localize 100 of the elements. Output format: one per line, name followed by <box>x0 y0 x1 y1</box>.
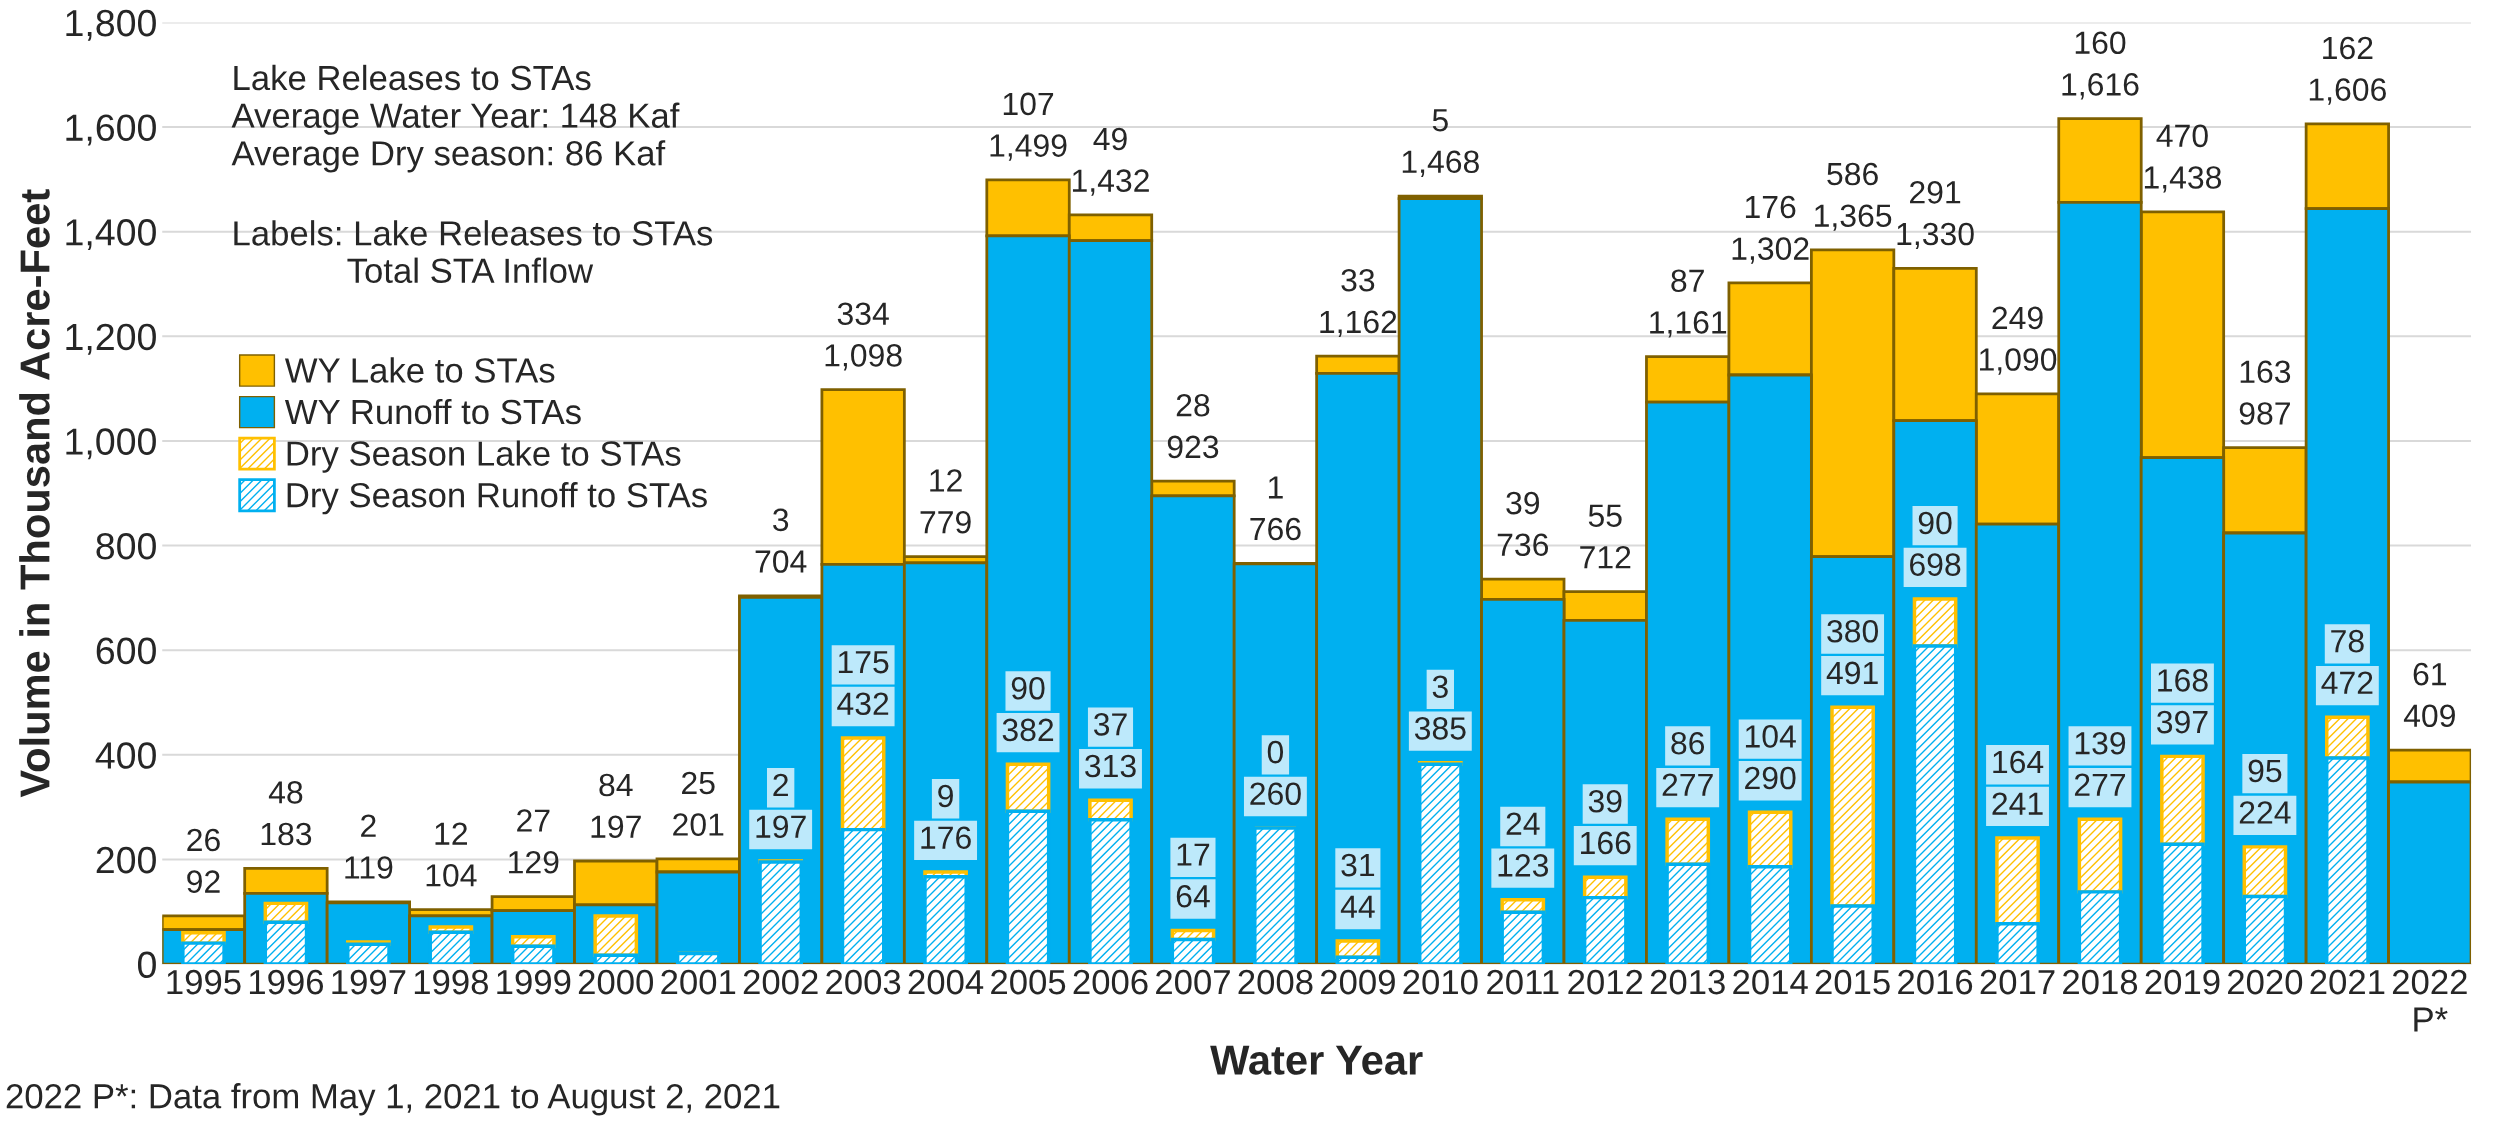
annotation: Average Dry season: 86 Kaf <box>231 140 666 173</box>
annotation: 712 <box>1580 545 1631 569</box>
legend-label: WY Lake to STAs <box>284 357 555 383</box>
annotation: 1,438 <box>2144 166 2222 193</box>
data-label: 586 <box>1827 162 1878 186</box>
y-tick-label: 1,600 <box>66 114 156 146</box>
annotation: 923 <box>1167 435 1219 459</box>
annotation: Average Water Year: 148 Kaf <box>231 102 680 135</box>
annotation: 1,499 <box>990 134 1067 161</box>
annotation: 397 <box>2157 710 2208 734</box>
annotation: 1,606 <box>2309 78 2386 105</box>
y-tick-label: 1,400 <box>66 219 156 251</box>
annotation: 1,330 <box>1897 222 1974 250</box>
annotation: 104 <box>426 864 477 887</box>
data-label: 39 <box>1506 491 1540 515</box>
x-tick-label: 1995 <box>167 969 241 995</box>
x-tick-label: 2010 <box>1403 969 1478 995</box>
annotation: 1,098 <box>825 344 902 371</box>
annotation: 1,468 <box>1402 150 1479 177</box>
annotation: 201 <box>673 813 724 836</box>
x-tick-label: 2004 <box>908 969 984 995</box>
annotation: 166 <box>1581 831 1631 855</box>
x-tick-label: 2014 <box>1733 969 1808 995</box>
x-tick-label: 2009 <box>1321 969 1395 995</box>
annotation: 704 <box>755 550 807 573</box>
data-label: 291 <box>1910 181 1961 204</box>
annotation: 197 <box>591 815 641 839</box>
annotation: 241 <box>1992 792 2043 815</box>
annotation: 123 <box>1498 854 1549 877</box>
data-label: 24 <box>1506 812 1540 835</box>
annotation: 1,432 <box>1072 169 1149 196</box>
annotation: 277 <box>2074 773 2126 796</box>
annotation: Labels: Lake Releases to STAs Total STA Inflow <box>234 220 713 284</box>
y-tick-label: 1,800 <box>66 9 156 41</box>
annotation: 260 <box>1250 782 1301 806</box>
annotation: 432 <box>837 692 889 716</box>
x-tick-label: 2002 <box>743 969 818 995</box>
annotation: 290 <box>1745 766 1796 790</box>
annotation: 698 <box>1910 553 1961 576</box>
annotation: 176 <box>921 826 971 850</box>
annotation: 779 <box>920 510 971 534</box>
x-tick-label: 2006 <box>1073 969 1148 995</box>
x-tick-label: 1997 <box>332 969 406 995</box>
x-tick-label: 2022 P* <box>2392 969 2467 1032</box>
data-label: 17 <box>1177 843 1210 866</box>
y-tick-label: 1,000 <box>66 428 156 460</box>
annotation: 1,161 <box>1650 311 1727 338</box>
data-label: 3 <box>773 508 789 532</box>
legend-label: Dry Season Lake to STAs <box>287 440 681 473</box>
annotation: 1,616 <box>2062 73 2139 100</box>
data-label: 26 <box>187 828 220 852</box>
annotation: 129 <box>509 850 559 874</box>
text: 2022 P*: Data from May 1, 2021 to August 2, 2021 <box>6 1083 780 1116</box>
y-tick-label: 400 <box>95 742 156 769</box>
data-label: 9 <box>938 784 953 808</box>
data-label: 334 <box>837 302 889 326</box>
data-label: 28 <box>1176 393 1210 417</box>
annotation: 766 <box>1250 517 1301 541</box>
data-label: 84 <box>599 773 633 797</box>
annotation: 1,302 <box>1732 237 1809 264</box>
x-tick-label: 2018 <box>2063 969 2138 995</box>
data-label: 104 <box>1745 725 1796 748</box>
annotation: 1,090 <box>1980 348 2057 375</box>
data-label: 48 <box>268 781 303 804</box>
annotation: 183 <box>261 822 312 846</box>
x-tick-label: 2019 <box>2145 969 2220 995</box>
y-tick-label: 0 <box>137 951 156 979</box>
data-label: 78 <box>2331 629 2364 653</box>
data-label: 5 <box>1432 109 1448 132</box>
x-tick-label: 2000 <box>578 969 654 995</box>
data-label: 87 <box>1671 269 1704 293</box>
data-label: 470 <box>2156 124 2208 148</box>
data-label: 25 <box>682 771 715 795</box>
data-label: 61 <box>2413 662 2447 686</box>
legend-label: WY Runoff to STAs <box>284 398 581 425</box>
annotation: 491 <box>1826 661 1878 685</box>
x-tick-label: 2003 <box>826 969 901 995</box>
data-label: 0 <box>1267 740 1284 764</box>
annotation: 64 <box>1176 884 1210 908</box>
x-tick-label: 2007 <box>1156 969 1230 995</box>
annotation: 197 <box>756 815 806 839</box>
data-label: 55 <box>1588 504 1622 527</box>
y-axis-title: Volume in Thousand Acre-Feet <box>19 189 50 798</box>
data-label: 27 <box>517 809 550 832</box>
annotation: 382 <box>1002 718 1054 742</box>
data-label: 1 <box>1268 476 1283 499</box>
data-label: 12 <box>435 822 467 845</box>
x-tick-label: 2005 <box>991 969 1066 995</box>
data-label: 33 <box>1341 268 1375 292</box>
annotation: 472 <box>2321 671 2373 694</box>
data-label: 107 <box>1003 92 1054 116</box>
data-label: 90 <box>1918 511 1952 535</box>
x-tick-label: 2001 <box>661 969 736 995</box>
data-label: 49 <box>1093 127 1127 151</box>
x-tick-label: 1999 <box>497 969 571 995</box>
data-label: 2 <box>773 773 788 797</box>
annotation: Lake Releases to STAs <box>234 64 591 91</box>
x-tick-label: 2011 <box>1487 969 1559 995</box>
data-label: 31 <box>1341 853 1375 877</box>
data-label: 139 <box>2075 731 2126 755</box>
